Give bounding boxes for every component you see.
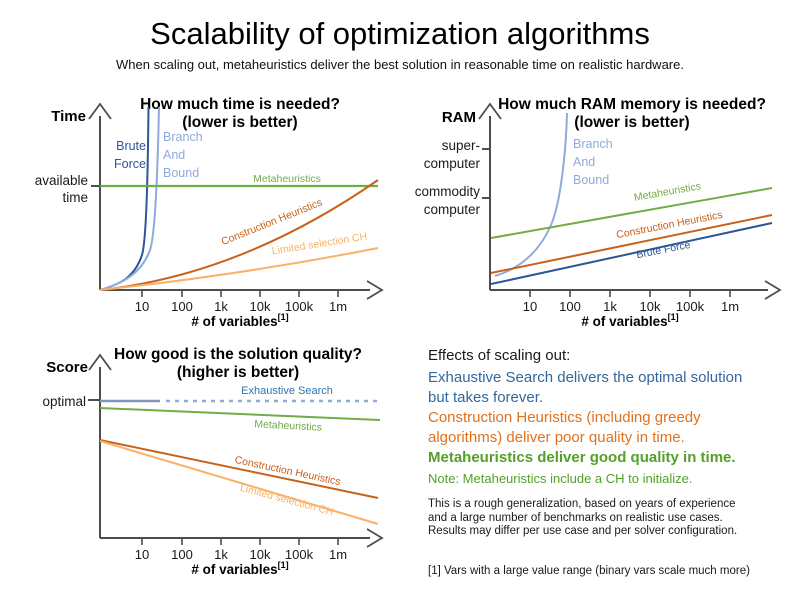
x-tick-label: 100k <box>676 299 705 314</box>
y-axis-arrow-icon <box>88 353 112 371</box>
y-tick-label: super- <box>442 138 480 153</box>
x-tick-label: 100k <box>285 299 314 314</box>
x-axis-label: # of variables[1] <box>581 312 678 329</box>
x-tick-label: 1m <box>721 299 739 314</box>
brute-force-label: Brute <box>116 139 146 153</box>
x-tick-label: 10 <box>523 299 537 314</box>
y-axis-arrow-icon <box>478 102 502 120</box>
x-axis-arrow-icon <box>366 280 384 300</box>
panel-line-blue: Exhaustive Search delivers the optimal s… <box>428 369 743 406</box>
y-axis-name: Time <box>51 108 86 125</box>
x-axis-label: # of variables[1] <box>191 560 288 577</box>
effects-panel: Effects of scaling out: Exhaustive Search… <box>428 346 800 578</box>
x-tick-label: 10k <box>250 299 271 314</box>
chart-canvas-time: How much time is needed?(lower is better… <box>35 96 384 329</box>
metaheuristics-label: Metaheuristics <box>254 418 322 434</box>
branch-and-bound-label: Branch <box>163 130 203 144</box>
brute-force-line <box>490 222 773 285</box>
metaheuristics-line <box>490 187 773 239</box>
chart-ram-needed: How much RAM memory is needed? (lower is … <box>400 95 795 345</box>
y-tick-label: computer <box>424 156 481 171</box>
y-axis-arrow-icon <box>88 102 112 120</box>
x-axis-label-sup: [1] <box>278 312 289 322</box>
page-subtitle: When scaling out, metaheuristics deliver… <box>116 57 684 72</box>
y-tick-label: commodity <box>415 184 481 199</box>
chart-canvas-ram: How much RAM memory is needed?(lower is … <box>415 96 782 329</box>
brute-force-label: Force <box>114 157 146 171</box>
y-axis-name: RAM <box>442 109 476 126</box>
construction-heuristics-line <box>490 214 773 274</box>
x-tick-label: 1m <box>329 299 347 314</box>
construction-heuristics-line <box>99 179 379 291</box>
brute-force-line <box>99 106 150 291</box>
y-tick-label: computer <box>424 202 481 217</box>
x-tick-label: 1k <box>603 299 617 314</box>
panel-line-footnote: [1] Vars with a large value range (binar… <box>428 564 750 577</box>
chart-title-qualifier: (lower is better) <box>182 114 297 131</box>
x-tick-label: 100 <box>171 299 193 314</box>
chart-time-needed: How much time is needed? (lower is better… <box>30 95 392 345</box>
x-tick-label: 100 <box>559 299 581 314</box>
branch-and-bound-label: And <box>573 155 595 169</box>
limited-selection-ch-line <box>99 247 379 291</box>
limited-selection-ch-label: Limited selection CH <box>239 482 335 519</box>
x-tick-label: 10k <box>640 299 661 314</box>
y-tick-label: optimal <box>42 394 86 409</box>
limited-selection-ch-line <box>99 440 379 525</box>
x-axis-label-sup: [1] <box>278 560 289 570</box>
chart-canvas-quality: How good is the solution quality?(higher… <box>42 346 384 577</box>
chart-title: How much time is needed? <box>140 96 340 113</box>
y-tick-label: time <box>62 190 88 205</box>
chart-title-qualifier: (higher is better) <box>177 364 299 381</box>
exhaustive-search-label: Exhaustive Search <box>241 385 333 397</box>
x-tick-label: 100 <box>171 547 193 562</box>
page-title: Scalability of optimization algorithms <box>150 16 650 51</box>
y-tick-label: available <box>35 173 88 188</box>
chart-title: How much RAM memory is needed? <box>498 96 766 113</box>
chart-solution-quality: How good is the solution quality? (higher… <box>30 345 392 585</box>
x-tick-label: 10k <box>250 547 271 562</box>
x-tick-label: 1k <box>214 547 228 562</box>
metaheuristics-label: Metaheuristics <box>633 180 702 204</box>
panel-line-heading: Effects of scaling out: <box>428 347 571 364</box>
branch-and-bound-label: Bound <box>163 166 199 180</box>
branch-and-bound-line <box>494 112 568 277</box>
x-axis-label-sup: [1] <box>668 312 679 322</box>
branch-and-bound-label: Bound <box>573 173 609 187</box>
chart-title-qualifier: (lower is better) <box>574 114 689 131</box>
chart-title: How good is the solution quality? <box>114 346 362 363</box>
x-axis-label: # of variables[1] <box>191 312 288 329</box>
metaheuristics-label: Metaheuristics <box>253 173 321 185</box>
panel-line-green-bold: Metaheuristics deliver good quality in t… <box>428 449 736 466</box>
panel-line-orange: Construction Heuristics (including greed… <box>428 409 701 446</box>
panel-line-green-note: Note: Metaheuristics include a CH to ini… <box>428 471 693 486</box>
branch-and-bound-label: And <box>163 148 185 162</box>
x-axis-arrow-icon <box>366 528 384 548</box>
x-tick-label: 10 <box>135 547 149 562</box>
x-tick-label: 10 <box>135 299 149 314</box>
x-axis-arrow-icon <box>764 280 782 300</box>
construction-heuristics-line <box>99 439 379 499</box>
branch-and-bound-label: Branch <box>573 137 613 151</box>
x-tick-label: 1m <box>329 547 347 562</box>
x-tick-label: 1k <box>214 299 228 314</box>
x-tick-label: 100k <box>285 547 314 562</box>
metaheuristics-line <box>99 407 381 421</box>
y-axis-name: Score <box>46 359 88 376</box>
branch-and-bound-line <box>99 106 160 291</box>
panel-line-fineprint: This is a rough generalization, based on… <box>428 498 738 537</box>
